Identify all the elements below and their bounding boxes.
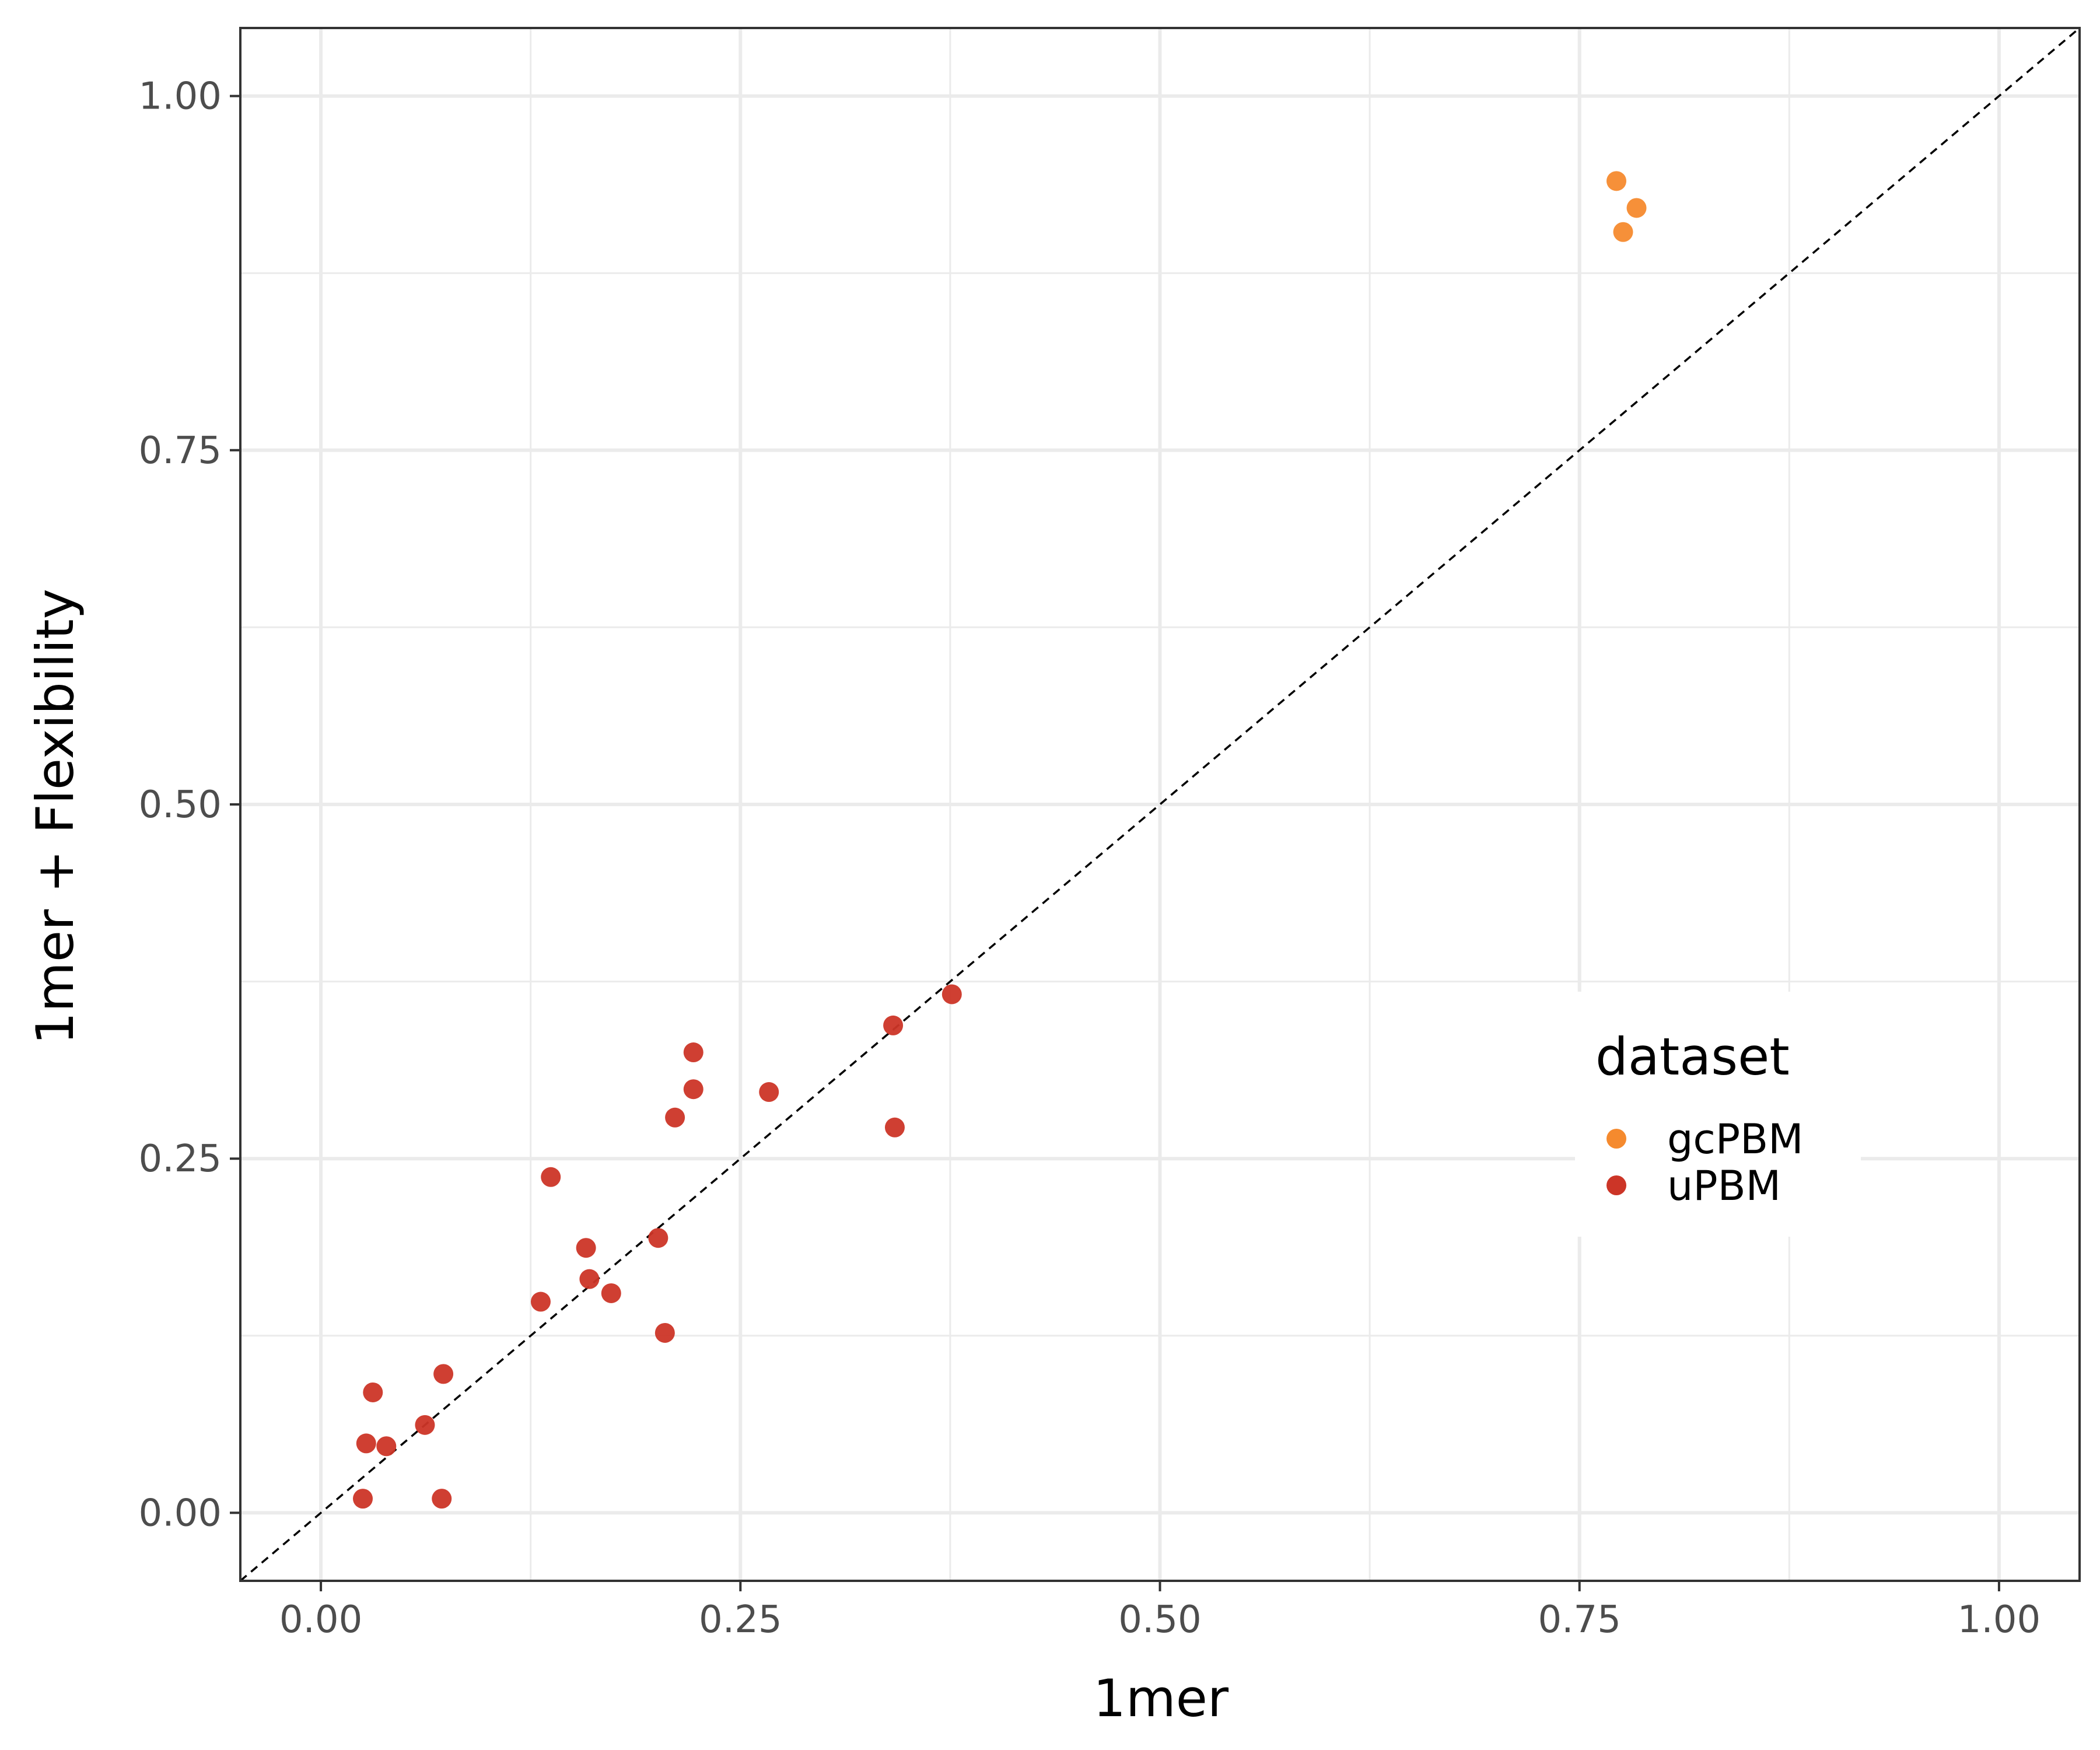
data-point	[1626, 198, 1647, 218]
x-axis-ticks: 0.00 0.25 0.50 0.75 1.00	[279, 1581, 2041, 1642]
data-point	[576, 1238, 596, 1258]
data-point	[579, 1269, 600, 1289]
y-tick-label: 0.75	[139, 429, 222, 473]
data-point	[530, 1292, 551, 1312]
y-tick-label: 0.00	[139, 1492, 222, 1535]
legend-item-gcPBM: gcPBM	[1606, 1115, 1804, 1163]
data-point	[759, 1082, 779, 1102]
y-tick-label: 0.50	[139, 783, 222, 827]
data-point	[601, 1283, 621, 1303]
identity-reference-line	[239, 27, 2081, 1582]
data-point	[1613, 222, 1633, 242]
data-point	[683, 1079, 704, 1100]
legend-title: dataset	[1595, 1027, 1790, 1087]
x-tick-label: 1.00	[1958, 1598, 2041, 1642]
data-point	[433, 1364, 454, 1384]
data-point	[363, 1382, 383, 1402]
series-gcPBM	[1606, 171, 1647, 242]
data-point	[432, 1489, 452, 1509]
data-point	[356, 1433, 376, 1454]
series-uPBM	[353, 984, 962, 1509]
legend-background	[1575, 992, 1861, 1237]
major-gridlines	[240, 28, 2080, 1581]
data-point	[415, 1415, 435, 1435]
data-point	[683, 1042, 704, 1063]
y-tick-label: 0.25	[139, 1138, 222, 1181]
legend-label: uPBM	[1667, 1162, 1781, 1210]
x-tick-label: 0.75	[1538, 1598, 1621, 1642]
x-axis-title: 1mer	[1093, 1668, 1229, 1728]
y-axis-ticks: 0.00 0.25 0.50 0.75 1.00	[139, 75, 240, 1535]
data-point	[1606, 171, 1626, 191]
x-tick-label: 0.00	[279, 1598, 363, 1642]
data-point	[883, 1015, 904, 1035]
data-point	[376, 1436, 397, 1457]
y-tick-label: 1.00	[139, 75, 222, 118]
legend-key	[1606, 1129, 1626, 1149]
legend-label: gcPBM	[1667, 1115, 1804, 1163]
x-tick-label: 0.25	[699, 1598, 782, 1642]
data-point	[884, 1117, 905, 1138]
x-tick-label: 0.50	[1118, 1598, 1202, 1642]
y-axis-title: 1mer + Flexibility	[25, 589, 85, 1045]
data-point	[942, 984, 962, 1005]
data-point	[648, 1228, 668, 1248]
data-point	[665, 1107, 685, 1128]
data-points	[353, 171, 1647, 1509]
data-point	[541, 1167, 561, 1187]
data-point	[654, 1322, 675, 1343]
data-point	[353, 1489, 373, 1509]
legend-item-uPBM: uPBM	[1606, 1162, 1781, 1210]
legend-key	[1606, 1175, 1626, 1195]
